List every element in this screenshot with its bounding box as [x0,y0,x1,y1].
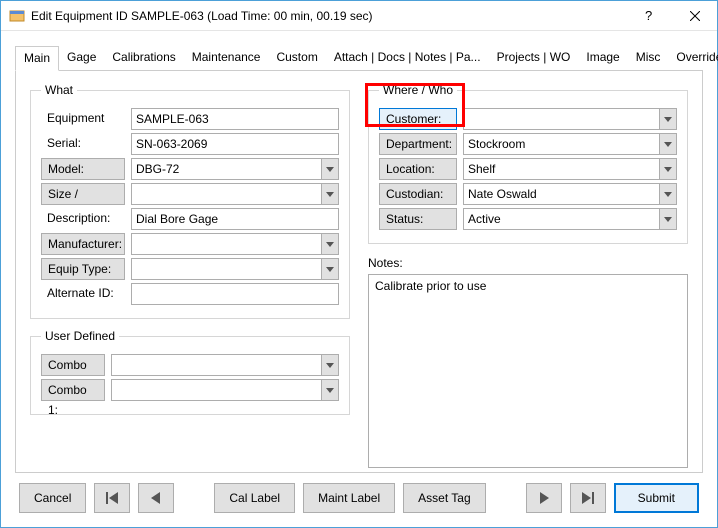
chevron-down-icon[interactable] [321,184,338,204]
serial-label: Serial: [41,133,125,155]
chevron-down-icon[interactable] [659,134,676,154]
tab-calibrations[interactable]: Calibrations [104,46,183,71]
chevron-down-icon[interactable] [321,234,338,254]
svg-text:?: ? [645,9,652,23]
customer-combo[interactable] [463,108,677,130]
size-range-combo[interactable] [131,183,339,205]
right-column: Where / Who Customer: Department: Stockr… [368,83,688,468]
tab-overrides[interactable]: Overrides [668,46,718,71]
notes-label: Notes: [368,256,688,270]
what-group: What Equipment ID: Serial: Model: DBG-72 [30,83,350,319]
user-defined-legend: User Defined [41,329,119,343]
location-label[interactable]: Location: [379,158,457,180]
tab-strip: MainGageCalibrationsMaintenanceCustomAtt… [15,45,703,71]
model-combo[interactable]: DBG-72 [131,158,339,180]
custodian-combo[interactable]: Nate Oswald [463,183,677,205]
tab-image[interactable]: Image [578,46,627,71]
chevron-down-icon[interactable] [321,380,338,400]
content-area: MainGageCalibrationsMaintenanceCustomAtt… [1,31,717,527]
alternate-id-label: Alternate ID: [41,283,125,305]
equipment-id-label: Equipment ID: [41,108,125,130]
department-combo[interactable]: Stockroom [463,133,677,155]
notes-textarea[interactable]: Calibrate prior to use [368,274,688,468]
help-button[interactable]: ? [627,1,672,31]
asset-tag-button[interactable]: Asset Tag [403,483,485,513]
tab-projects-wo[interactable]: Projects | WO [489,46,579,71]
description-label: Description: [41,208,125,230]
chevron-down-icon[interactable] [659,209,676,229]
submit-button[interactable]: Submit [614,483,699,513]
equipment-id-input[interactable] [131,108,339,130]
department-label[interactable]: Department: [379,133,457,155]
prev-record-button[interactable] [138,483,174,513]
description-input[interactable] [131,208,339,230]
status-combo[interactable]: Active [463,208,677,230]
where-who-group: Where / Who Customer: Department: Stockr… [368,83,688,244]
window-title: Edit Equipment ID SAMPLE-063 (Load Time:… [31,9,627,23]
cancel-button[interactable]: Cancel [19,483,86,513]
close-button[interactable] [672,1,717,31]
user-defined-group: User Defined Combo 0: Combo 1: [30,329,350,415]
manufacturer-label[interactable]: Manufacturer: [41,233,125,255]
tab-maintenance[interactable]: Maintenance [184,46,269,71]
chevron-down-icon[interactable] [321,159,338,179]
customer-label[interactable]: Customer: [379,108,457,130]
left-column: What Equipment ID: Serial: Model: DBG-72 [30,83,350,468]
tab-attach-docs-notes-pa[interactable]: Attach | Docs | Notes | Pa... [326,46,489,71]
bottom-toolbar: Cancel Cal Label Maint Label Asset Tag S… [15,473,703,517]
combo1-combo[interactable] [111,379,339,401]
cal-label-button[interactable]: Cal Label [214,483,295,513]
chevron-down-icon[interactable] [321,355,338,375]
chevron-down-icon[interactable] [659,184,676,204]
next-record-button[interactable] [526,483,562,513]
app-icon [9,8,25,24]
serial-input[interactable] [131,133,339,155]
where-who-legend: Where / Who [379,83,457,97]
status-label[interactable]: Status: [379,208,457,230]
titlebar: Edit Equipment ID SAMPLE-063 (Load Time:… [1,1,717,31]
edit-equipment-window: Edit Equipment ID SAMPLE-063 (Load Time:… [0,0,718,528]
size-range-label[interactable]: Size / Range: [41,183,125,205]
what-legend: What [41,83,77,97]
manufacturer-combo[interactable] [131,233,339,255]
custodian-label[interactable]: Custodian: [379,183,457,205]
chevron-down-icon[interactable] [321,259,338,279]
tab-main[interactable]: Main [15,46,59,71]
last-record-button[interactable] [570,483,606,513]
tab-custom[interactable]: Custom [268,46,325,71]
alternate-id-input[interactable] [131,283,339,305]
tab-gage[interactable]: Gage [59,46,104,71]
main-tab-panel: What Equipment ID: Serial: Model: DBG-72 [15,71,703,473]
model-label[interactable]: Model: [41,158,125,180]
chevron-down-icon[interactable] [659,159,676,179]
maint-label-button[interactable]: Maint Label [303,483,395,513]
equip-type-combo[interactable] [131,258,339,280]
combo1-label[interactable]: Combo 1: [41,379,105,401]
equip-type-label[interactable]: Equip Type: [41,258,125,280]
location-combo[interactable]: Shelf [463,158,677,180]
first-record-button[interactable] [94,483,130,513]
tab-misc[interactable]: Misc [628,46,669,71]
chevron-down-icon[interactable] [659,109,676,129]
combo0-label[interactable]: Combo 0: [41,354,105,376]
combo0-combo[interactable] [111,354,339,376]
